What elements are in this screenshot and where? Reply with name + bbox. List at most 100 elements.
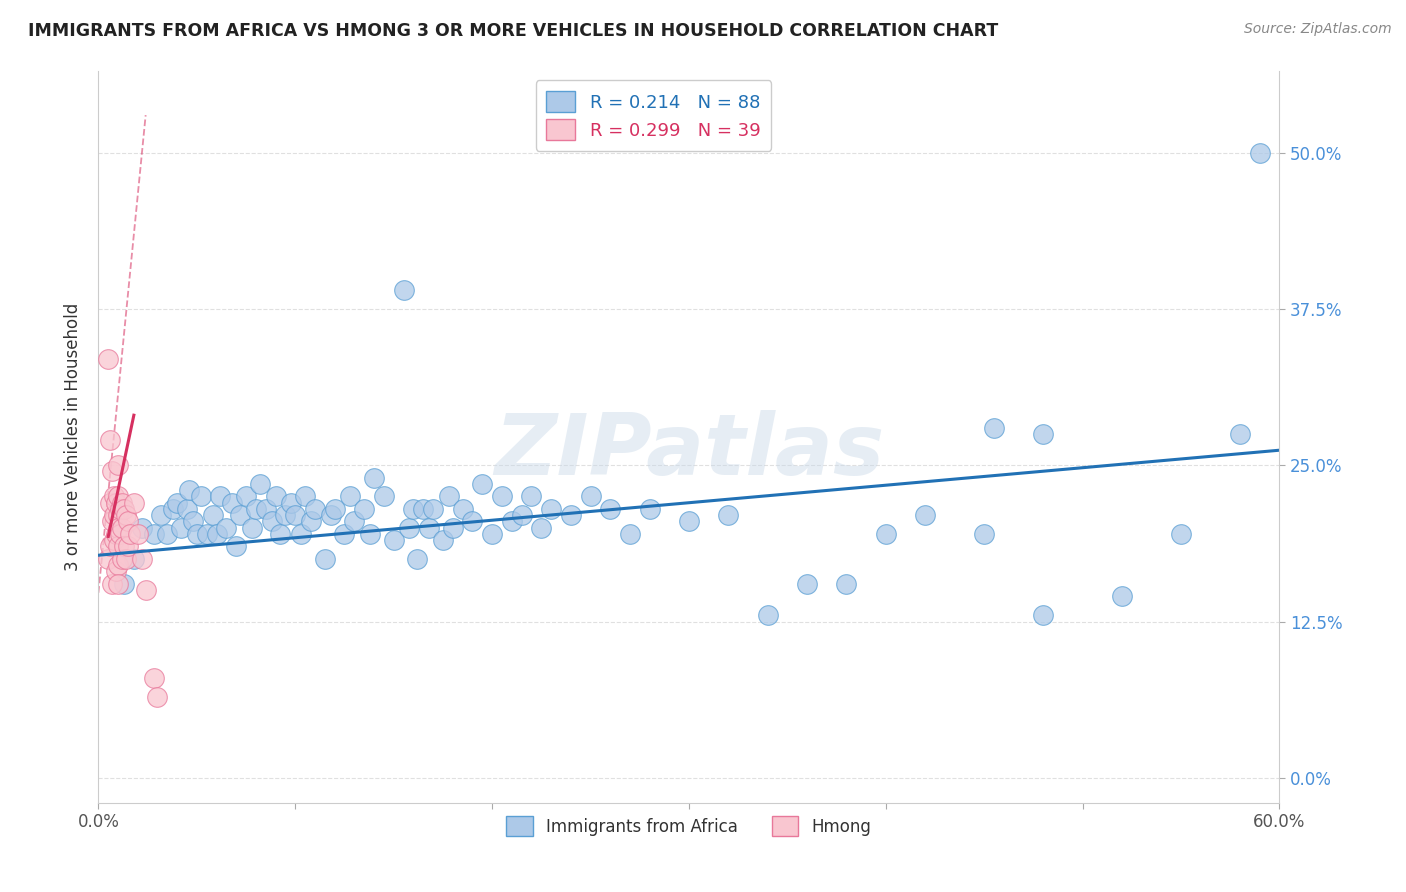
- Point: [481, 527, 503, 541]
- Point: [284, 508, 307, 523]
- Point: [406, 552, 429, 566]
- Point: [97, 351, 120, 366]
- Point: [520, 490, 543, 504]
- Legend: Immigrants from Africa, Hmong: Immigrants from Africa, Hmong: [496, 806, 882, 846]
- Point: [343, 515, 366, 529]
- Point: [107, 540, 129, 554]
- Point: [115, 552, 138, 566]
- Point: [314, 552, 336, 566]
- Point: [304, 502, 326, 516]
- Point: [150, 508, 173, 523]
- Point: [638, 502, 661, 516]
- Point: [127, 527, 149, 541]
- Point: [135, 583, 157, 598]
- Point: [323, 502, 346, 516]
- Point: [274, 508, 297, 523]
- Point: [299, 515, 322, 529]
- Point: [579, 490, 602, 504]
- Point: [156, 527, 179, 541]
- Point: [107, 490, 129, 504]
- Point: [530, 521, 553, 535]
- Point: [209, 490, 232, 504]
- Point: [412, 502, 434, 516]
- Point: [111, 552, 134, 566]
- Point: [105, 565, 128, 579]
- Point: [1032, 426, 1054, 441]
- Point: [319, 508, 342, 523]
- Point: [359, 527, 381, 541]
- Point: [98, 540, 121, 554]
- Point: [108, 502, 131, 516]
- Point: [107, 558, 129, 573]
- Point: [339, 490, 361, 504]
- Point: [432, 533, 454, 548]
- Point: [875, 527, 897, 541]
- Point: [1032, 608, 1054, 623]
- Point: [112, 540, 135, 554]
- Point: [205, 527, 228, 541]
- Point: [105, 527, 128, 541]
- Point: [176, 502, 198, 516]
- Point: [983, 420, 1005, 434]
- Point: [471, 477, 494, 491]
- Point: [177, 483, 200, 498]
- Point: [402, 502, 425, 516]
- Point: [122, 496, 145, 510]
- Point: [1249, 145, 1271, 160]
- Point: [678, 515, 700, 529]
- Point: [398, 521, 420, 535]
- Point: [166, 496, 188, 510]
- Point: [131, 521, 153, 535]
- Point: [264, 490, 287, 504]
- Point: [254, 502, 277, 516]
- Point: [108, 527, 131, 541]
- Point: [101, 577, 124, 591]
- Point: [1111, 590, 1133, 604]
- Point: [914, 508, 936, 523]
- Point: [111, 521, 134, 535]
- Point: [280, 496, 302, 510]
- Point: [117, 515, 139, 529]
- Point: [451, 502, 474, 516]
- Point: [117, 540, 139, 554]
- Point: [97, 552, 120, 566]
- Point: [363, 471, 385, 485]
- Point: [111, 496, 134, 510]
- Point: [235, 490, 257, 504]
- Point: [142, 671, 165, 685]
- Point: [1229, 426, 1251, 441]
- Point: [98, 496, 121, 510]
- Point: [560, 508, 582, 523]
- Point: [333, 527, 356, 541]
- Y-axis label: 3 or more Vehicles in Household: 3 or more Vehicles in Household: [65, 303, 83, 571]
- Point: [98, 434, 121, 448]
- Point: [619, 527, 641, 541]
- Point: [756, 608, 779, 623]
- Point: [162, 502, 184, 516]
- Point: [240, 521, 263, 535]
- Point: [112, 502, 135, 516]
- Point: [225, 540, 247, 554]
- Point: [441, 521, 464, 535]
- Point: [510, 508, 533, 523]
- Point: [269, 527, 291, 541]
- Point: [122, 552, 145, 566]
- Point: [249, 477, 271, 491]
- Point: [973, 527, 995, 541]
- Point: [353, 502, 375, 516]
- Point: [107, 577, 129, 591]
- Point: [461, 515, 484, 529]
- Point: [115, 508, 138, 523]
- Point: [290, 527, 312, 541]
- Point: [260, 515, 283, 529]
- Point: [599, 502, 621, 516]
- Point: [107, 508, 129, 523]
- Point: [245, 502, 267, 516]
- Text: IMMIGRANTS FROM AFRICA VS HMONG 3 OR MORE VEHICLES IN HOUSEHOLD CORRELATION CHAR: IMMIGRANTS FROM AFRICA VS HMONG 3 OR MOR…: [28, 22, 998, 40]
- Point: [118, 527, 141, 541]
- Point: [201, 508, 224, 523]
- Point: [103, 490, 125, 504]
- Point: [501, 515, 523, 529]
- Point: [186, 527, 208, 541]
- Point: [418, 521, 440, 535]
